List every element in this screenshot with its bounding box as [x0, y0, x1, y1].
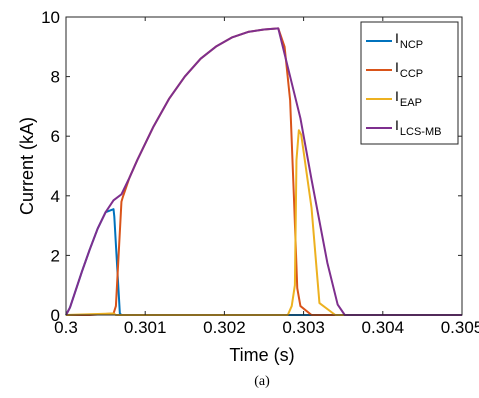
legend-label: ICCP: [395, 59, 423, 80]
legend-label: INCP: [395, 30, 423, 51]
legend-box: [360, 21, 459, 145]
x-axis-title: Time (s): [229, 345, 294, 365]
x-tick-label: 0.303: [282, 318, 325, 337]
x-tick-label: 0.3: [54, 318, 78, 337]
legend-items: INCP ICCP IEAP ILCS-MB: [366, 30, 441, 138]
y-tick-label: 6: [51, 127, 60, 146]
y-axis-title: Current (kA): [17, 117, 37, 215]
axes-box: [65, 16, 463, 316]
legend: INCP ICCP IEAP ILCS-MB: [360, 21, 459, 145]
x-tick-label: 0.301: [124, 318, 167, 337]
figure-caption: (a): [254, 374, 270, 389]
y-tick-label: 8: [51, 68, 60, 87]
series-line-lcs-mb: [65, 27, 462, 316]
y-tick-label: 2: [51, 246, 60, 265]
y-tick-label: 0: [51, 306, 60, 325]
tick-layer: 0.3 0.301 0.302 0.303 0.304 0.305 0 2 4 6 8 10: [41, 8, 479, 337]
x-tick-label: 0.302: [203, 318, 246, 337]
legend-label: ILCS-MB: [395, 117, 441, 138]
legend-label: IEAP: [395, 88, 422, 109]
x-tick-label: 0.305: [441, 318, 479, 337]
x-tick-label: 0.304: [362, 318, 405, 337]
y-tick-label: 4: [51, 187, 60, 206]
y-tick-label: 10: [41, 8, 60, 27]
